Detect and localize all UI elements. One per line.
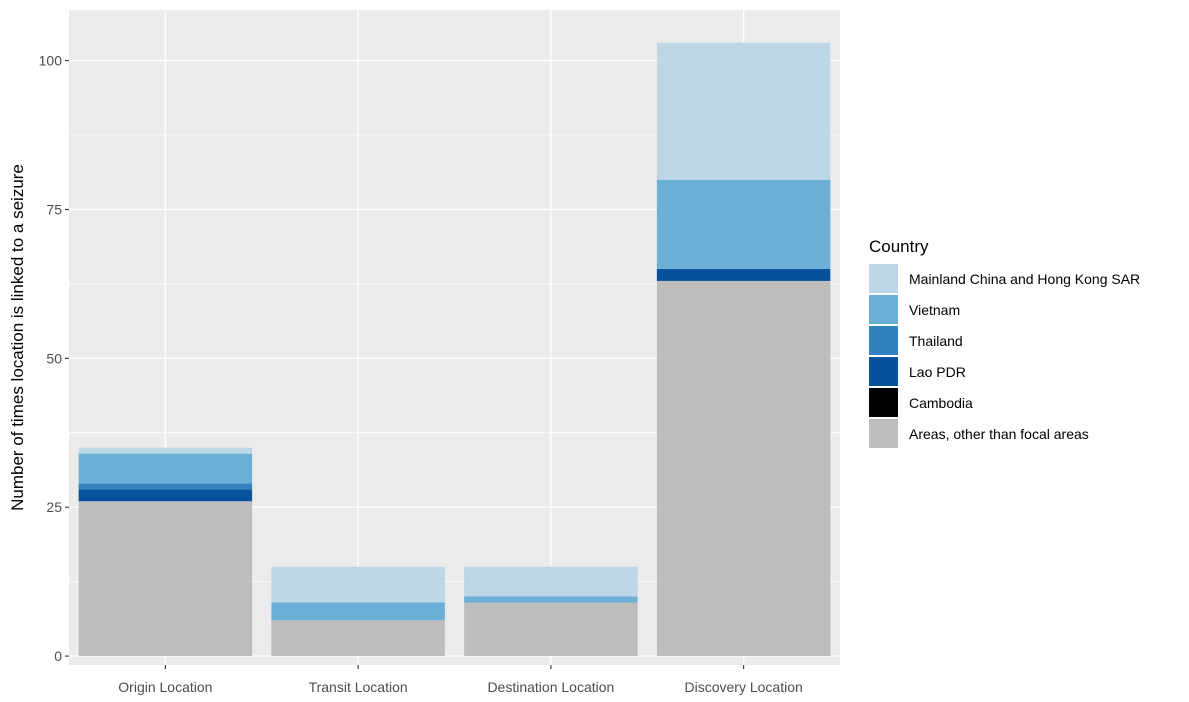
bar-segment: [464, 602, 638, 657]
legend-label: Areas, other than focal areas: [909, 426, 1089, 442]
legend-key: [869, 419, 898, 448]
x-axis: Origin Location Transit Location Destinati…: [118, 665, 803, 695]
bar-segment: [271, 602, 445, 621]
y-tick-label: 50: [46, 350, 62, 366]
y-axis-title: Number of times location is linked to a …: [8, 164, 27, 511]
legend-label: Thailand: [909, 333, 963, 349]
bar-segment: [656, 269, 831, 281]
legend-key: [869, 388, 898, 417]
bar-segment: [271, 620, 445, 657]
legend-key: [869, 357, 898, 386]
legend-title: Country: [869, 237, 929, 256]
y-tick-label: 75: [46, 201, 62, 217]
bar-segment: [78, 453, 253, 484]
bar-segment: [78, 489, 253, 502]
y-axis: 0 25 50 75 100: [39, 53, 69, 664]
legend-label: Lao PDR: [909, 364, 966, 380]
legend-key: [869, 264, 898, 293]
x-tick-label: Transit Location: [309, 679, 408, 695]
legend-label: Mainland China and Hong Kong SAR: [909, 271, 1140, 287]
y-tick-label: 0: [54, 648, 62, 664]
bar-segment: [656, 42, 831, 180]
x-tick-label: Destination Location: [487, 679, 614, 695]
bar-segment: [656, 179, 831, 270]
legend-key: [869, 326, 898, 355]
y-tick-label: 100: [39, 53, 63, 69]
bar-segment: [78, 447, 253, 454]
legend-label: Vietnam: [909, 302, 960, 318]
bar-segment: [78, 501, 253, 657]
x-tick-label: Origin Location: [118, 679, 212, 695]
bar-segment: [78, 483, 253, 490]
bar-segment: [464, 596, 638, 603]
x-tick-label: Discovery Location: [684, 679, 802, 695]
legend: Country Mainland China and Hong Kong SAR…: [869, 237, 1140, 448]
bar-segment: [464, 566, 638, 597]
bar-segments: [78, 42, 831, 657]
bar-segment: [271, 566, 445, 603]
legend-label: Cambodia: [909, 395, 973, 411]
legend-key: [869, 295, 898, 324]
y-tick-label: 25: [46, 499, 62, 515]
bar-segment: [656, 280, 831, 657]
